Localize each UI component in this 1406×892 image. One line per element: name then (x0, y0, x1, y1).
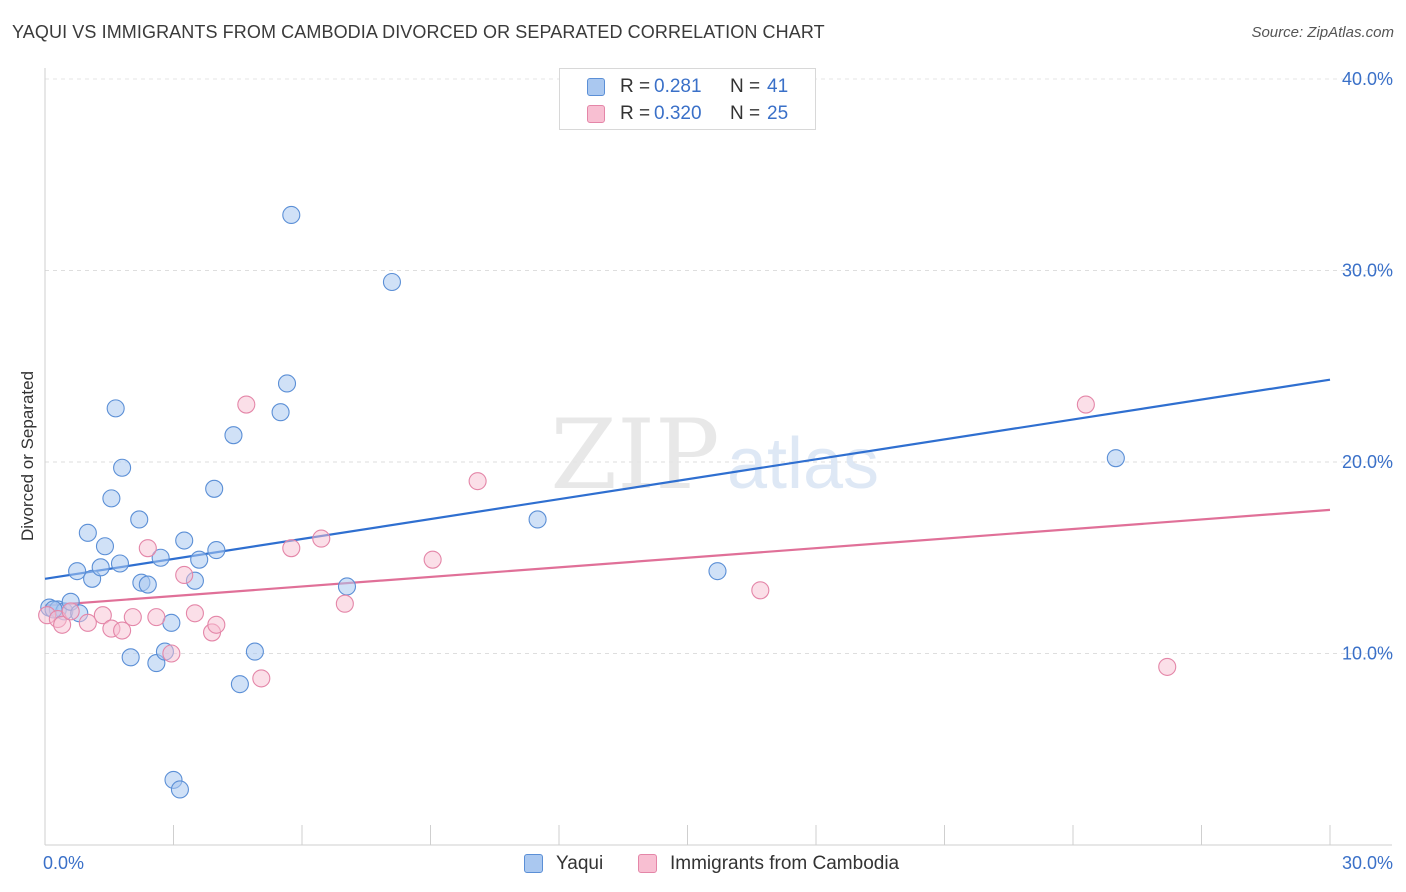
legend-r-value-cambodia: 0.320 (654, 103, 702, 124)
data-point-cambodia (252, 669, 271, 688)
data-point-cambodia (175, 565, 194, 585)
data-point-yaqui (130, 510, 149, 529)
data-point-yaqui (102, 489, 121, 508)
legend-label-cambodia: Immigrants from Cambodia (670, 853, 900, 874)
axes (44, 68, 1392, 846)
chart-title: YAQUI VS IMMIGRANTS FROM CAMBODIA DIVORC… (12, 22, 825, 42)
legend-n-value-cambodia: 25 (767, 103, 789, 124)
data-point-yaqui (528, 510, 547, 529)
data-point-cambodia (282, 539, 301, 558)
data-point-yaqui (110, 554, 130, 573)
data-point-yaqui (95, 537, 115, 556)
legend-label-yaqui: Yaqui (556, 853, 604, 874)
data-point-yaqui (1106, 449, 1125, 468)
legend-swatch-yaqui (587, 78, 605, 96)
data-point-yaqui (68, 562, 87, 581)
y-tick-label: 40.0% (1342, 69, 1393, 89)
x-tick-label: 30.0% (1342, 853, 1393, 873)
trend-lines (44, 378, 1331, 607)
data-point-cambodia (423, 550, 442, 569)
legend-n-value-yaqui: 41 (767, 76, 789, 97)
cambodia-points (38, 395, 1177, 688)
data-point-cambodia (335, 594, 354, 613)
data-point-yaqui (271, 403, 290, 422)
legend-swatch-cambodia (638, 854, 657, 873)
watermark-atlas: atlas (727, 424, 879, 504)
legend-row-cambodia: R = 0.320 N = 25 (560, 101, 815, 127)
data-point-yaqui (78, 523, 97, 542)
data-point-cambodia (185, 604, 204, 623)
data-point-cambodia (312, 529, 331, 548)
y-tick-label: 30.0% (1342, 261, 1393, 281)
data-point-cambodia (468, 472, 487, 491)
data-point-cambodia (123, 608, 142, 627)
data-point-cambodia (113, 621, 132, 640)
data-point-cambodia (237, 395, 256, 414)
data-point-cambodia (1158, 657, 1177, 676)
tick-labels: 10.0% 20.0% 30.0% 40.0% 0.0% 30.0% (43, 69, 1393, 873)
legend-swatch-cambodia (587, 105, 605, 123)
data-point-yaqui (708, 562, 727, 581)
data-point-yaqui (170, 780, 189, 799)
data-point-cambodia (61, 602, 80, 621)
series-legend: Yaqui Immigrants from Cambodia (0, 850, 1406, 880)
data-point-cambodia (147, 608, 166, 627)
trend-line-yaqui (44, 378, 1331, 580)
data-point-yaqui (121, 648, 140, 667)
watermark: ZIP atlas (550, 399, 879, 511)
data-point-yaqui (230, 675, 249, 694)
data-point-yaqui (106, 399, 125, 418)
legend-r-label: R = (620, 76, 651, 97)
data-point-yaqui (382, 272, 402, 292)
legend-row-yaqui: R = 0.281 N = 41 (560, 74, 815, 100)
chart-source: Source: ZipAtlas.com (1251, 24, 1394, 41)
data-point-yaqui (138, 575, 157, 594)
watermark-zip: ZIP (550, 399, 719, 511)
legend-n-label: N = (730, 103, 761, 124)
data-point-cambodia (162, 644, 181, 663)
data-point-cambodia (207, 615, 226, 634)
legend-r-value-yaqui: 0.281 (654, 76, 702, 97)
data-point-yaqui (224, 426, 243, 445)
data-point-yaqui (245, 642, 264, 661)
data-point-yaqui (277, 374, 297, 393)
data-point-yaqui (190, 550, 209, 569)
trend-line-cambodia (44, 508, 1331, 607)
data-point-cambodia (1076, 395, 1095, 414)
legend-r-label: R = (620, 103, 651, 124)
x-tick-label: 0.0% (43, 853, 84, 873)
data-point-yaqui (337, 577, 357, 596)
stats-legend: R = 0.281 N = 41 R = 0.320 N = 25 (559, 68, 816, 130)
data-point-cambodia (53, 615, 72, 634)
data-point-cambodia (93, 606, 112, 625)
y-tick-label: 10.0% (1342, 644, 1393, 664)
data-point-yaqui (113, 458, 132, 477)
data-point-yaqui (207, 541, 226, 560)
y-tick-label: 20.0% (1342, 452, 1393, 472)
data-point-cambodia (138, 539, 157, 558)
data-point-yaqui (91, 558, 110, 577)
data-point-yaqui (205, 479, 224, 498)
legend-swatch-yaqui (524, 854, 543, 873)
data-point-yaqui (282, 205, 301, 225)
legend-n-label: N = (730, 76, 761, 97)
data-point-cambodia (78, 613, 97, 632)
data-point-yaqui (175, 531, 194, 550)
data-point-cambodia (751, 581, 770, 600)
data-point-yaqui (151, 548, 170, 567)
